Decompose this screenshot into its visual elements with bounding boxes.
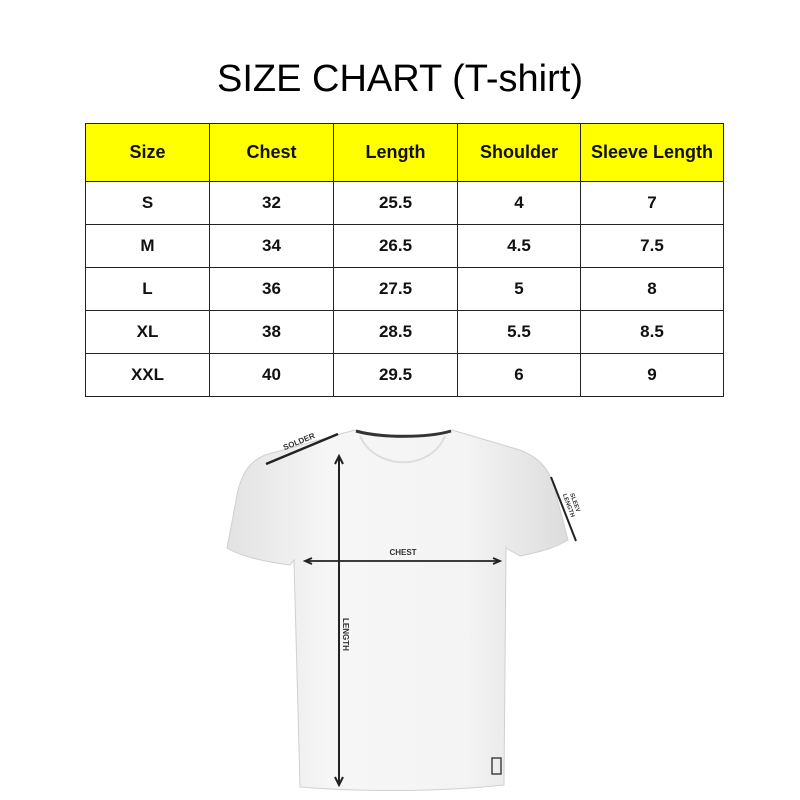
table-row: XL 38 28.5 5.5 8.5 — [85, 310, 724, 354]
table-cell: 26.5 — [333, 224, 458, 268]
size-table: Size Chest Length Shoulder Sleeve Length… — [85, 123, 724, 397]
table-cell: 7 — [580, 181, 724, 225]
table-cell: XL — [85, 310, 210, 354]
header-cell: Size — [85, 123, 210, 182]
tshirt-shape — [226, 429, 569, 792]
table-cell: 40 — [209, 353, 334, 397]
length-label: LENGTH — [341, 618, 350, 651]
tag-icon — [491, 757, 502, 775]
table-cell: 27.5 — [333, 267, 458, 311]
collar — [355, 429, 452, 438]
table-cell: S — [85, 181, 210, 225]
table-cell: XXL — [85, 353, 210, 397]
shoulder-measure-line — [265, 432, 339, 466]
table-row: XXL 40 29.5 6 9 — [85, 353, 724, 397]
page-title: SIZE CHART (T-shirt) — [217, 58, 583, 100]
table-cell: 5.5 — [457, 310, 581, 354]
table-cell: 5 — [457, 267, 581, 311]
header-cell: Shoulder — [457, 123, 581, 182]
table-cell: 4 — [457, 181, 581, 225]
table-cell: 28.5 — [333, 310, 458, 354]
header-cell: Sleeve Length — [580, 123, 724, 182]
table-cell: 8 — [580, 267, 724, 311]
table-cell: 32 — [209, 181, 334, 225]
table-cell: 7.5 — [580, 224, 724, 268]
table-cell: 38 — [209, 310, 334, 354]
header-cell: Chest — [209, 123, 334, 182]
table-cell: 36 — [209, 267, 334, 311]
table-cell: 25.5 — [333, 181, 458, 225]
table-cell: 34 — [209, 224, 334, 268]
table-header-row: Size Chest Length Shoulder Sleeve Length — [85, 123, 724, 182]
table-cell: M — [85, 224, 210, 268]
table-cell: 6 — [457, 353, 581, 397]
sleeve-measure-line — [550, 476, 577, 542]
table-cell: 9 — [580, 353, 724, 397]
table-row: S 32 25.5 4 7 — [85, 181, 724, 225]
table-cell: 29.5 — [333, 353, 458, 397]
chest-label: CHEST — [389, 548, 416, 557]
table-row: M 34 26.5 4.5 7.5 — [85, 224, 724, 268]
